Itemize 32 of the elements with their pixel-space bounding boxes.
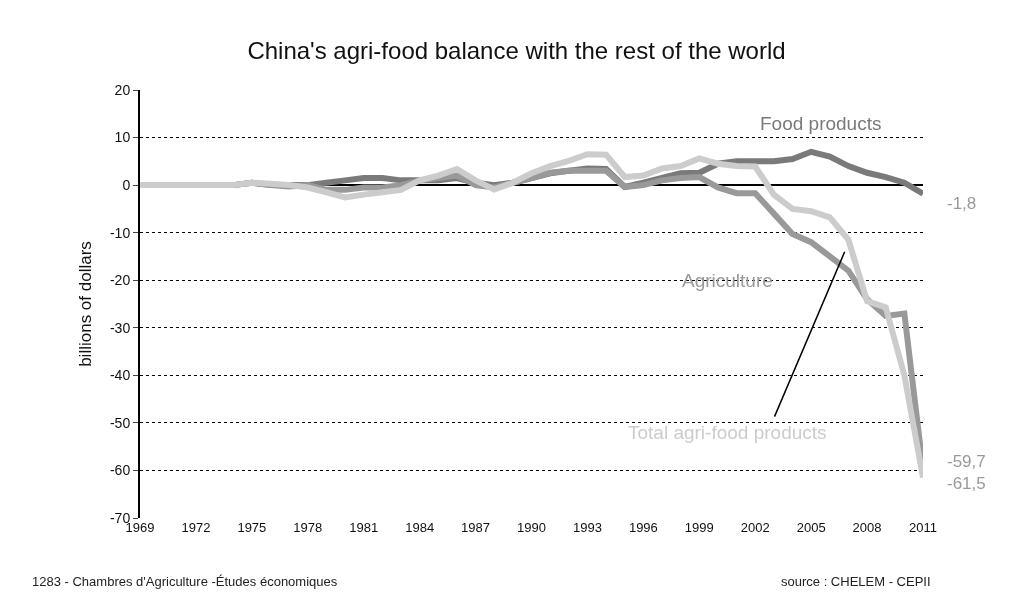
x-tick-label: 1981 [349, 520, 379, 535]
x-tick-label: 2002 [740, 520, 770, 535]
data-label: -59,7 [947, 452, 986, 471]
y-tick-label: -10 [109, 224, 131, 241]
x-tick-label: 2008 [852, 520, 882, 535]
source-note: source : CHELEM - CEPII [781, 574, 931, 589]
y-tick-label: -60 [109, 462, 131, 479]
series-label: Food products [760, 113, 882, 134]
y-tick-label: -50 [109, 414, 131, 431]
text: 1283 - Chambres d'Agriculture -Études économiques [32, 574, 338, 589]
y-tick-label: 20 [114, 81, 131, 98]
x-tick-label: 1975 [237, 520, 267, 535]
x-tick-label: 1987 [461, 520, 491, 535]
chart-title: China's agri-food balance with the rest of the world [247, 37, 786, 65]
y-tick-label: -20 [109, 272, 131, 289]
x-tick-label: 1996 [628, 520, 658, 535]
data-label: -1,8 [947, 194, 977, 213]
x-tick-label: 2005 [796, 520, 826, 535]
y-tick-label: -40 [109, 367, 131, 384]
x-tick-label: 1984 [405, 520, 435, 535]
x-tick-label: 2011 [909, 520, 937, 535]
x-tick-label: 1993 [572, 520, 602, 535]
x-tick-label: 1978 [293, 520, 323, 535]
y-tick-label: 10 [114, 129, 131, 146]
data-label: -61,5 [947, 474, 986, 493]
x-tick-label: 1972 [181, 520, 211, 535]
x-tick-label: 1999 [684, 520, 714, 535]
x-tick-label: 1990 [517, 520, 546, 535]
y-tick-label: 0 [122, 177, 131, 194]
y-axis-title: billions of dollars [76, 241, 96, 367]
text: Agriculture [682, 270, 773, 291]
y-tick-label: -30 [109, 319, 131, 336]
